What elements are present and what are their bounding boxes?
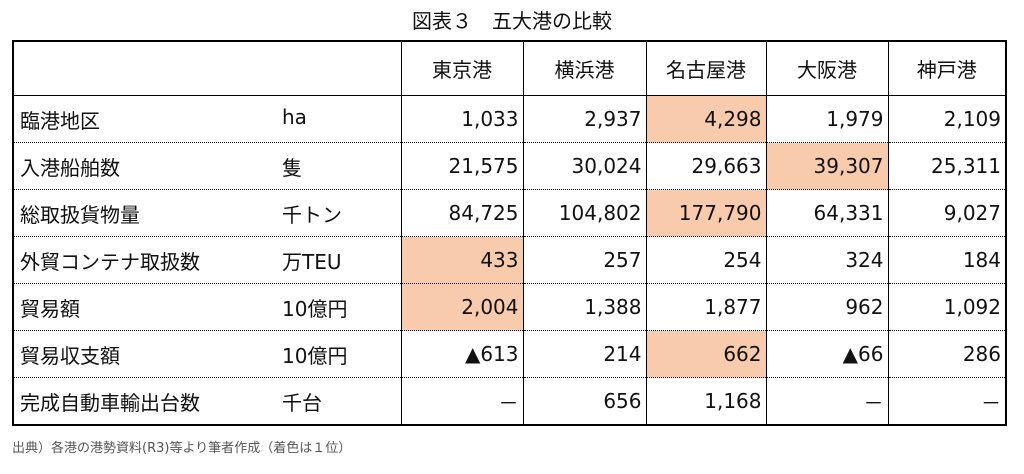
value-cell: 64,331 [765,189,888,237]
source-note: 出典）各港の港勢資料(R3)等より筆者作成（着色は１位） [12,441,352,456]
row-label: 完成自動車輸出台数 [20,390,200,415]
value-cell: 2,004 [400,283,523,331]
value-cell: 286 [887,330,1006,378]
column-header: 名古屋港 [645,41,766,96]
value-cell: 2,937 [522,95,646,143]
row-label-cell: 隻 入港船舶数 [13,142,401,190]
header-row: 東京港 横浜港 名古屋港 大阪港 神戸港 [13,41,1006,96]
row-label: 外貿コンテナ取扱数 [20,249,200,274]
column-header: 神戸港 [887,41,1006,96]
data-row: 隻 入港船舶数 21,575 30,024 29,663 39,307 25,311 [13,142,1006,190]
value-cell: 254 [645,236,766,284]
data-row: 千トン 総取扱貨物量 84,725 104,802 177,790 64,331 9,027 [13,189,1006,237]
value-cell: 4,298 [645,95,766,143]
value-cell: 29,663 [645,142,766,190]
value-cell: 21,575 [400,142,523,190]
value-cell: 962 [765,283,888,331]
value-cell: 9,027 [887,189,1006,237]
value-cell: 1,033 [400,95,523,143]
table-title: 図表３ 五大港の比較 [412,9,612,33]
column-header: 大阪港 [765,41,888,96]
value-cell: 656 [522,377,646,425]
data-row: 千台 完成自動車輸出台数－ 656 1,168 －－ [13,377,1006,425]
value-cell: ▲66 [765,330,888,378]
value-cell: － [765,377,888,425]
data-row: 10億円 貿易額 2,004 1,388 1,877 962 1,092 [13,283,1006,331]
row-unit: 千台 [282,390,322,415]
value-cell: 104,802 [522,189,646,237]
value-cell: 39,307 [765,142,888,190]
row-label: 貿易額 [20,296,80,321]
data-row: 10億円 貿易収支額 ▲613 214 662 ▲66 286 [13,330,1006,378]
data-row: 万TEU 外貿コンテナ取扱数 433 257 254 324 184 [13,236,1006,284]
value-cell: 2,109 [887,95,1006,143]
value-cell: 1,168 [645,377,766,425]
value-cell: 1,092 [887,283,1006,331]
row-label: 臨港地区 [20,108,100,133]
value-cell: － [887,377,1006,425]
row-unit: 千トン [282,202,342,227]
row-label-cell: ha 臨港地区 [13,95,401,143]
value-cell: 257 [522,236,646,284]
row-unit: 万TEU [282,249,342,274]
row-label: 入港船舶数 [20,155,120,180]
row-unit: ha [282,104,307,129]
value-cell: 84,725 [400,189,523,237]
data-row: ha 臨港地区 1,033 2,937 4,298 1,979 2,109 [13,95,1006,143]
table-body: 東京港 横浜港 名古屋港 大阪港 神戸港 ha 臨港地区 1,033 2,937 4,298 1,9… [13,41,1006,425]
row-label-cell: 10億円 貿易収支額 [13,330,401,378]
value-cell: 324 [765,236,888,284]
row-label-cell: 千台 完成自動車輸出台数 [13,377,401,425]
row-label: 総取扱貨物量 [20,202,140,227]
row-label-cell: 10億円 貿易額 [13,283,401,331]
value-cell: 433 [400,236,523,284]
value-cell: 1,979 [765,95,888,143]
row-unit: 隻 [282,155,302,180]
value-cell: － [400,377,523,425]
row-label: 貿易収支額 [20,343,120,368]
value-cell: 30,024 [522,142,646,190]
value-cell: 25,311 [887,142,1006,190]
value-cell: 1,877 [645,283,766,331]
value-cell: 214 [522,330,646,378]
comparison-table: 東京港 横浜港 名古屋港 大阪港 神戸港 ha 臨港地区 1,033 2,937 4,298 1,9… [12,40,1007,426]
value-cell: 1,388 [522,283,646,331]
corner-cell [13,41,401,96]
row-label-cell: 万TEU 外貿コンテナ取扱数 [13,236,401,284]
row-label-cell: 千トン 総取扱貨物量 [13,189,401,237]
value-cell: 662 [645,330,766,378]
column-header: 横浜港 [522,41,646,96]
value-cell: ▲613 [400,330,523,378]
value-cell: 177,790 [645,189,766,237]
value-cell: 184 [887,236,1006,284]
row-unit: 10億円 [282,343,348,368]
column-header: 東京港 [400,41,523,96]
row-unit: 10億円 [282,296,348,321]
